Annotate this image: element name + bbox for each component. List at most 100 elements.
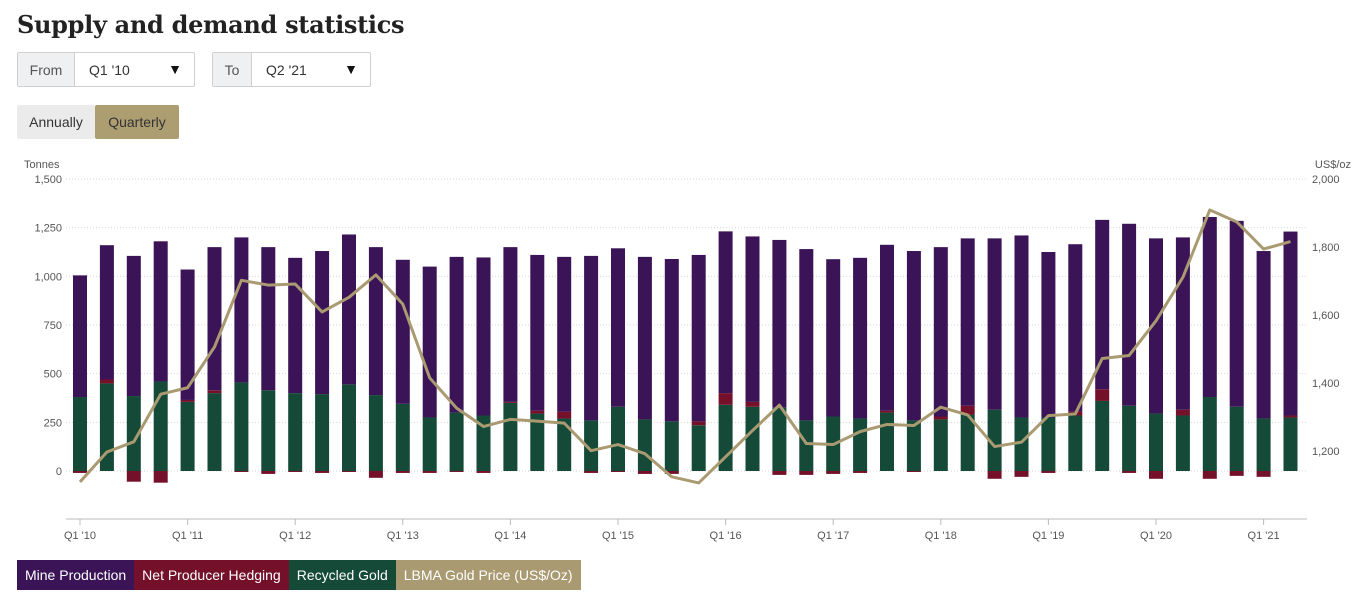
bar-recycled-gold [853, 418, 868, 471]
x-tick-label: Q1 '12 [279, 530, 311, 542]
bar-recycled-gold [1256, 418, 1271, 471]
bar-recycled-gold [1068, 415, 1083, 471]
bar-mine-production [691, 254, 706, 422]
bar-recycled-gold [880, 412, 894, 471]
legend-lbma-gold-price[interactable]: LBMA Gold Price (US$/Oz) [395, 560, 581, 590]
bar-recycled-gold [799, 420, 814, 471]
bar-mine-production [476, 257, 491, 416]
bar-recycled-gold [745, 406, 760, 471]
chevron-down-icon[interactable]: ▼ [168, 61, 182, 77]
bar-net-producer-hedging [584, 471, 599, 473]
x-tick-label: Q1 '20 [1140, 530, 1172, 542]
bar-mine-production [987, 238, 1002, 410]
legend-net-producer-hedging[interactable]: Net Producer Hedging [134, 560, 289, 590]
to-value[interactable]: Q2 '21 ▼ [252, 53, 370, 86]
x-tick-label: Q1 '11 [172, 530, 203, 542]
bar-mine-production [207, 247, 222, 391]
from-value[interactable]: Q1 '10 ▼ [75, 53, 194, 86]
bar-net-producer-hedging [1014, 471, 1029, 477]
bar-recycled-gold [664, 421, 679, 471]
chart-legend: Mine Production Net Producer Hedging Rec… [17, 560, 581, 590]
bar-mine-production [1068, 244, 1083, 412]
bar-net-producer-hedging [476, 471, 491, 473]
bar-recycled-gold [315, 394, 330, 471]
bar-recycled-gold [207, 393, 222, 471]
bar-mine-production [73, 275, 87, 398]
bar-net-producer-hedging [880, 410, 894, 413]
left-axis-label: Tonnes [24, 159, 60, 171]
bar-net-producer-hedging [557, 411, 572, 419]
left-tick-label: 0 [56, 466, 62, 478]
bar-net-producer-hedging [906, 471, 921, 472]
bar-net-producer-hedging [1256, 471, 1271, 477]
bar-net-producer-hedging [1095, 389, 1110, 401]
bar-recycled-gold [153, 381, 168, 471]
bar-net-producer-hedging [987, 471, 1002, 479]
bar-net-producer-hedging [261, 471, 276, 474]
bar-net-producer-hedging [1149, 471, 1163, 479]
bar-mine-production [234, 237, 249, 383]
bar-net-producer-hedging [1175, 409, 1190, 416]
bar-recycled-gold [584, 420, 599, 471]
bar-recycled-gold [987, 409, 1002, 471]
bar-net-producer-hedging [180, 399, 195, 402]
bar-mine-production [718, 231, 733, 394]
bar-mine-production [772, 239, 787, 408]
bar-mine-production [664, 259, 679, 422]
right-axis-label: US$/oz [1315, 159, 1351, 171]
bar-recycled-gold [933, 419, 948, 471]
left-tick-label: 250 [44, 417, 62, 429]
bar-mine-production [853, 257, 868, 419]
legend-mine-production[interactable]: Mine Production [17, 560, 135, 590]
bar-recycled-gold [906, 420, 921, 471]
quarterly-toggle[interactable]: Quarterly [95, 105, 179, 139]
bar-mine-production [557, 256, 572, 412]
bar-net-producer-hedging [664, 471, 679, 474]
bar-net-producer-hedging [73, 471, 87, 473]
bar-mine-production [745, 236, 760, 402]
bar-mine-production [503, 247, 518, 402]
bar-mine-production [315, 251, 330, 395]
bar-mine-production [880, 244, 894, 411]
from-select[interactable]: From Q1 '10 ▼ [17, 52, 195, 87]
to-selected-value: Q2 '21 [266, 61, 307, 78]
bar-recycled-gold [530, 413, 545, 471]
bar-recycled-gold [637, 419, 652, 471]
right-tick-label: 1,800 [1312, 242, 1340, 254]
bar-net-producer-hedging [530, 410, 545, 414]
x-tick-label: Q1 '14 [494, 530, 526, 542]
from-label: From [18, 53, 75, 86]
bar-net-producer-hedging [449, 471, 464, 472]
bar-recycled-gold [960, 414, 975, 471]
bar-mine-production [422, 266, 437, 418]
chevron-down-icon[interactable]: ▼ [344, 61, 358, 77]
left-tick-label: 500 [44, 369, 62, 381]
bar-net-producer-hedging [368, 471, 383, 478]
bar-recycled-gold [288, 393, 303, 471]
bar-recycled-gold [1283, 417, 1298, 471]
left-tick-label: 1,500 [34, 174, 62, 186]
right-tick-label: 1,200 [1312, 446, 1340, 458]
x-tick-label: Q1 '19 [1032, 530, 1064, 542]
annually-toggle[interactable]: Annually [17, 105, 95, 139]
bar-mine-production [449, 256, 464, 413]
bar-recycled-gold [126, 396, 141, 471]
bar-recycled-gold [503, 402, 518, 471]
bar-mine-production [1229, 220, 1244, 407]
bar-net-producer-hedging [1202, 471, 1217, 479]
bar-net-producer-hedging [826, 471, 841, 474]
to-select[interactable]: To Q2 '21 ▼ [212, 52, 371, 87]
bar-mine-production [153, 241, 168, 382]
bar-mine-production [1256, 251, 1271, 419]
bar-mine-production [826, 259, 841, 417]
left-tick-label: 750 [44, 320, 62, 332]
legend-recycled-gold[interactable]: Recycled Gold [288, 560, 396, 590]
bar-net-producer-hedging [207, 390, 222, 394]
bar-mine-production [1041, 252, 1056, 418]
bar-mine-production [1014, 235, 1029, 418]
bar-recycled-gold [476, 415, 491, 471]
x-tick-label: Q1 '21 [1248, 530, 1280, 542]
bar-net-producer-hedging [611, 471, 625, 472]
bar-recycled-gold [557, 418, 572, 471]
bar-mine-production [637, 256, 652, 420]
